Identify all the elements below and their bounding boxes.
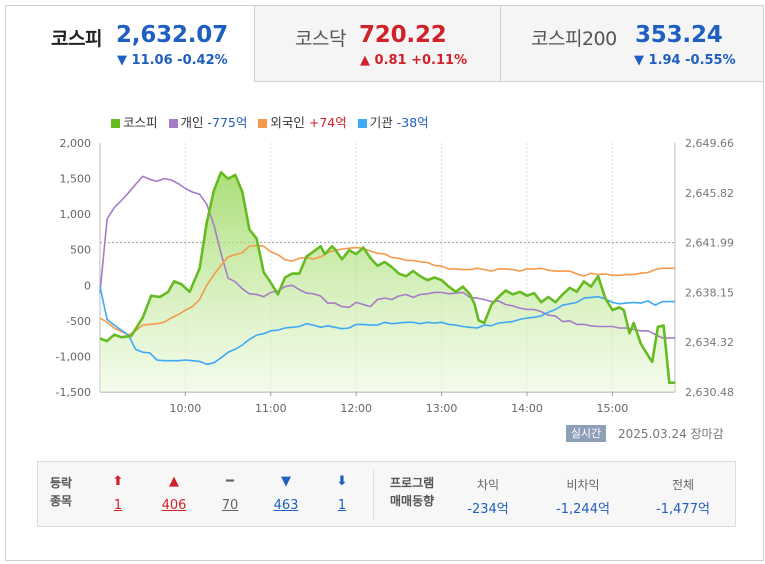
breadth-icon: ━ — [226, 474, 234, 489]
investor-flow-chart: 10:00 11:00 12:00 13:00 14:00 15:00 2,000 1,500… — [56, 137, 734, 415]
legend-value: -38억 — [396, 115, 429, 130]
tab-kosdaq[interactable]: 코스닥 720.22 ▲ 0.81 +0.11% — [254, 5, 501, 82]
program-title-line: 프로그램 — [390, 476, 435, 490]
tab-name: 코스피200 — [531, 28, 617, 50]
program-column-title: 비차익 — [566, 478, 600, 492]
y-left-tick-label: 1,500 — [60, 173, 92, 186]
breadth-count-link[interactable]: 406 — [161, 498, 187, 513]
y-left-tick-label: -1,000 — [56, 350, 91, 363]
program-title-line: 매매동향 — [390, 494, 435, 508]
index-price: 2,632.07 — [116, 22, 228, 48]
breadth-icon: ▼ — [281, 474, 291, 489]
y-right-tick-label: 2,634.32 — [685, 336, 734, 349]
breadth-title-line: 종목 — [50, 494, 73, 508]
y-left-tick-label: 2,000 — [60, 137, 92, 150]
program-title: 프로그램 매매동향 — [390, 474, 434, 510]
legend-value: +74억 — [308, 115, 347, 130]
y-right-tick-label: 2,649.66 — [685, 137, 734, 150]
market-date-status: 2025.03.24 장마감 — [618, 427, 724, 441]
y-right-tick-label: 2,641.99 — [685, 237, 734, 250]
legend-value: -775억 — [207, 115, 248, 130]
breadth-icon: ▲ — [169, 474, 179, 489]
series-line-foreign — [99, 244, 675, 336]
program-value: -1,477억 — [656, 502, 710, 517]
x-tick-label: 14:00 — [511, 402, 543, 415]
series-line-kospi — [99, 171, 675, 384]
program-column-title: 차익 — [476, 478, 500, 492]
breadth-count-link[interactable]: 70 — [221, 498, 239, 513]
program-value: -1,244억 — [556, 502, 610, 517]
breadth-count-link[interactable]: 1 — [113, 498, 123, 513]
breadth-icon: ⬆ — [112, 474, 124, 489]
x-tick-label: 12:00 — [340, 402, 372, 415]
market-breadth-panel: 등락 종목 ⬆ 1 ▲ 406 ━ 70 ▼ 463 ⬇ 1 프로그램 매매동향 차익 -234억 비… — [37, 461, 736, 527]
tab-kospi[interactable]: 코스피 2,632.07 ▼ 11.06 -0.42% — [5, 5, 255, 82]
divider — [373, 470, 374, 520]
y-right-tick-label: 2,630.48 — [685, 386, 734, 399]
series-line-institution — [99, 286, 675, 366]
series-area-kospi — [100, 172, 675, 392]
y-left-tick-label: 1,000 — [60, 208, 92, 221]
series-line-individual — [99, 175, 675, 339]
legend-swatch — [168, 119, 178, 128]
index-price: 720.22 — [359, 22, 447, 48]
realtime-badge[interactable]: 실시간 — [566, 425, 606, 442]
x-tick-label: 15:00 — [597, 402, 629, 415]
legend-item-individual[interactable]: 개인 -775억 — [168, 115, 248, 130]
program-value: -234억 — [467, 502, 509, 517]
legend-name: 코스피 — [123, 115, 158, 130]
index-change: ▲ 0.81 +0.11% — [360, 53, 468, 68]
tab-kospi200[interactable]: 코스피200 353.24 ▼ 1.94 -0.55% — [500, 5, 764, 82]
breadth-title: 등락 종목 — [50, 474, 72, 510]
index-change: ▼ 11.06 -0.42% — [117, 53, 228, 68]
tab-name: 코스닥 — [295, 28, 346, 50]
breadth-count-link[interactable]: 463 — [273, 498, 299, 513]
legend-swatch — [258, 119, 268, 128]
program-column-title: 전체 — [671, 478, 695, 492]
legend-item-kospi[interactable]: 코스피 — [111, 115, 158, 130]
index-price: 353.24 — [635, 22, 723, 48]
legend-name: 외국인 — [270, 115, 305, 130]
y-left-tick-label: 500 — [70, 244, 91, 257]
x-tick-label: 11:00 — [255, 402, 287, 415]
y-right-tick-label: 2,638.15 — [685, 286, 734, 299]
breadth-title-line: 등락 — [50, 476, 73, 490]
y-right-tick-label: 2,645.82 — [685, 187, 734, 200]
legend-item-institution[interactable]: 기관 -38억 — [357, 115, 429, 130]
chart-legend: 코스피 개인 -775억 외국인 +74억 기관 -38억 — [111, 112, 436, 131]
legend-swatch — [111, 119, 120, 128]
legend-swatch — [357, 119, 367, 128]
legend-name: 개인 — [180, 115, 204, 130]
y-left-tick-label: 0 — [84, 279, 91, 292]
breadth-icon: ⬇ — [336, 474, 348, 489]
index-change: ▼ 1.94 -0.55% — [634, 53, 736, 68]
legend-item-foreign[interactable]: 외국인 +74억 — [258, 115, 347, 130]
breadth-count-link[interactable]: 1 — [337, 498, 347, 513]
legend-name: 기관 — [369, 115, 393, 130]
y-left-tick-label: -500 — [66, 315, 91, 328]
x-tick-label: 10:00 — [170, 402, 202, 415]
tab-name: 코스피 — [51, 28, 102, 50]
x-tick-label: 13:00 — [426, 402, 458, 415]
y-left-tick-label: -1,500 — [56, 386, 91, 399]
